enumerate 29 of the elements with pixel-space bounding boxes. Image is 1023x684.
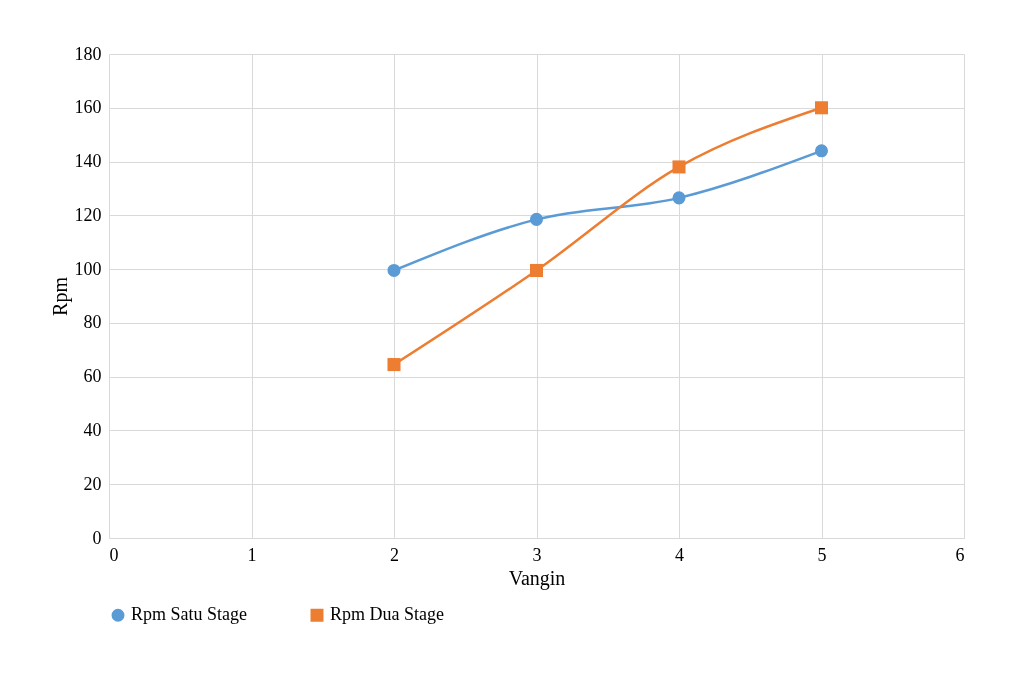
y-tick-label: 40	[83, 419, 102, 440]
point	[387, 263, 401, 277]
point	[387, 358, 401, 372]
y-tick-label: 60	[83, 366, 102, 387]
x-tick-label: 0	[109, 544, 119, 565]
point	[529, 263, 544, 277]
point	[529, 212, 544, 226]
legend-label: Rpm Dua Stage	[330, 604, 444, 625]
point	[814, 101, 829, 115]
x-tick-label: 3	[532, 544, 542, 565]
legend-label: Rpm Satu Stage	[131, 604, 248, 625]
y-tick-label: 80	[83, 312, 102, 333]
x-tick-label: 2	[390, 544, 399, 565]
y-tick-label: 0	[92, 527, 102, 548]
y-tick-label: 20	[83, 473, 102, 494]
x-tick-label: 5	[817, 544, 827, 565]
y-tick-label: 140	[74, 151, 102, 172]
y-tick-label: 180	[74, 43, 102, 64]
point	[672, 191, 686, 205]
y-tick-label: 120	[74, 204, 102, 225]
x-axis-title: Vangin	[508, 566, 566, 590]
x-tick-label: 6	[955, 544, 965, 565]
y-tick-label: 160	[74, 97, 102, 118]
y-axis-title: Rpm	[48, 276, 72, 316]
point	[814, 144, 829, 158]
x-tick-label: 4	[675, 544, 684, 565]
y-tick-label: 100	[74, 258, 102, 279]
point	[672, 160, 686, 174]
x-tick-label: 1	[247, 544, 257, 565]
